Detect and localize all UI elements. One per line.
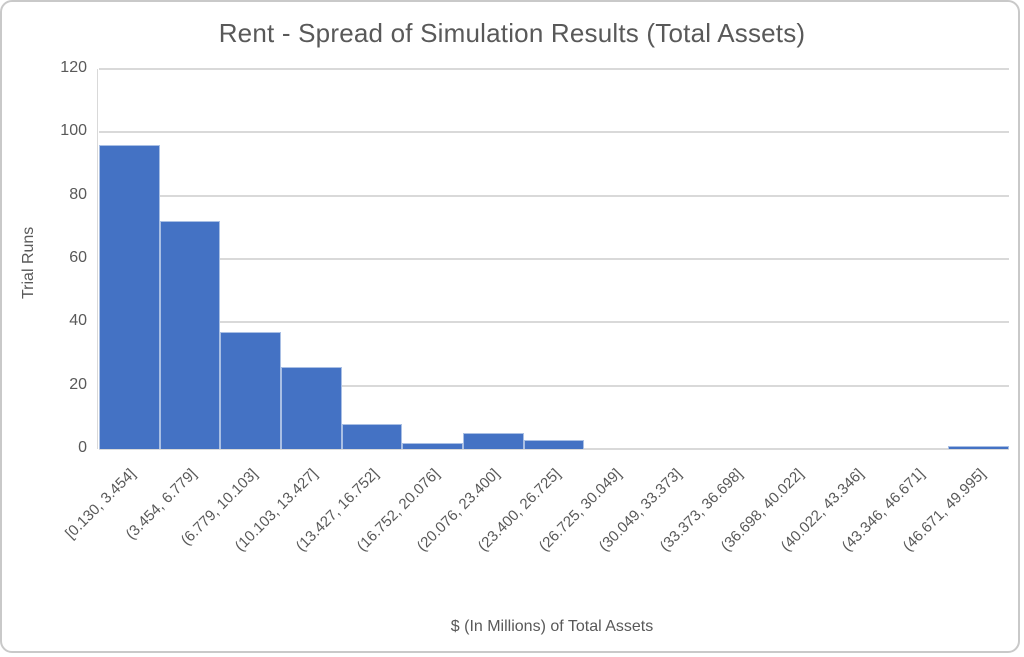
histogram-bar [402,442,463,449]
histogram-bar [99,145,160,449]
y-tick-label: 20 [69,375,87,393]
y-tick-label: 40 [69,312,87,330]
x-axis-line [99,448,1009,450]
y-tick-label: 120 [60,59,87,76]
histogram-bar [220,331,281,449]
chart-title: Rent - Spread of Simulation Results (Tot… [218,18,806,48]
gridline [99,68,1009,70]
y-tick-label: 0 [78,439,87,456]
y-tick-label: 60 [69,249,87,266]
histogram-bar [341,423,403,449]
histogram-bar [463,433,524,449]
gridline [99,194,1009,197]
y-tick-label: 80 [69,185,87,203]
gridline [99,258,1009,260]
y-axis-line [97,69,98,449]
gridline [99,131,1009,134]
gridline [99,321,1009,324]
histogram-bar [523,439,585,449]
gridline [99,384,1009,387]
histogram-bar [159,221,221,449]
histogram-bar [281,366,342,449]
y-axis-title: Trial Runs [20,226,37,299]
y-tick-label: 100 [60,122,87,140]
x-axis-title: $ (In Millions) of Total Assets [450,618,654,635]
histogram-bar [948,445,1009,449]
